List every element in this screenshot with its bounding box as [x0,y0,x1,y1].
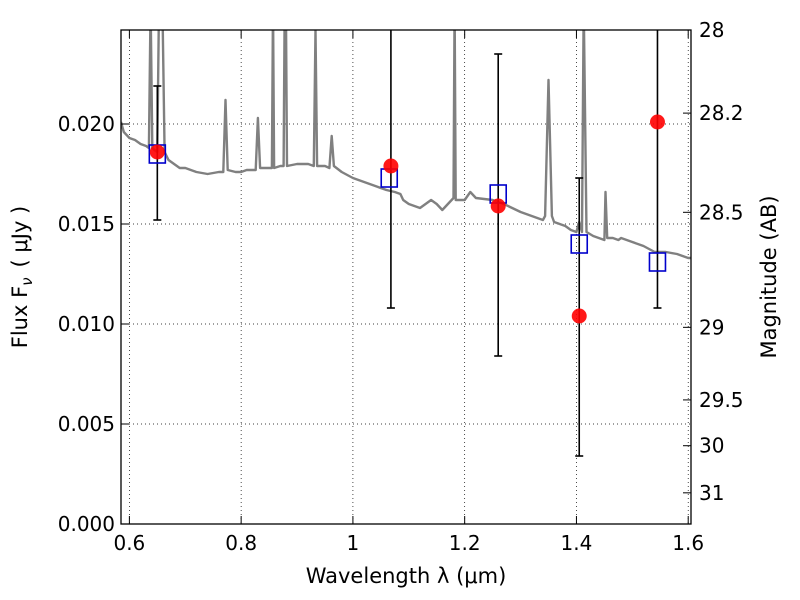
observed-flux-point [571,308,587,324]
x-tick-label: 1.4 [561,531,593,555]
magnitude-tick-label: 30 [699,434,724,458]
magnitude-axis-label: Magnitude (AB) [757,195,781,358]
observed-flux-point [383,158,399,174]
y-axis-label-unit: ( μJy ) [8,206,32,268]
magnitude-tick-label: 28.5 [699,200,744,224]
x-tick-label: 0.6 [113,531,145,555]
observed-flux-point [490,198,506,214]
y-tick-label: 0.015 [58,212,115,236]
magnitude-tick-label: 29 [699,315,724,339]
x-axis-label: Wavelength λ (μm) [306,564,507,588]
y-tick-label: 0.010 [58,312,115,336]
observed-flux-point [149,144,165,160]
axis-ticks: 0.6 0.8 1 1.2 1.4 1.6 0.000 0.005 0.010 0.015 0.02… [58,18,744,555]
model-spectrum-series [121,30,691,260]
observed-flux-series [149,114,665,324]
x-tick-label: 1 [347,531,360,555]
y-tick-label: 0.005 [58,412,115,436]
x-tick-label: 0.8 [225,531,257,555]
model-spectrum-line [121,30,691,260]
observed-flux-point [649,114,665,130]
plot-frame [120,29,692,525]
magnitude-tick-label: 28.2 [699,101,744,125]
y-tick-label: 0.000 [58,512,115,536]
x-tick-label: 1.6 [672,531,704,555]
y-axis-label-subscript: ν [18,277,36,285]
model-photometry-square [570,234,589,254]
model-photometry-square [648,252,667,272]
magnitude-tick-label: 31 [699,481,724,505]
x-tick-label: 1.2 [449,531,481,555]
y-axis-label-main: Flux F [8,286,32,348]
magnitude-tick-label: 29.5 [699,388,744,412]
y-tick-label: 0.020 [58,112,115,136]
y-axis-label: Flux Fν ( μJy ) [8,206,36,349]
grid [121,30,691,524]
magnitude-tick-label: 28 [699,18,724,42]
